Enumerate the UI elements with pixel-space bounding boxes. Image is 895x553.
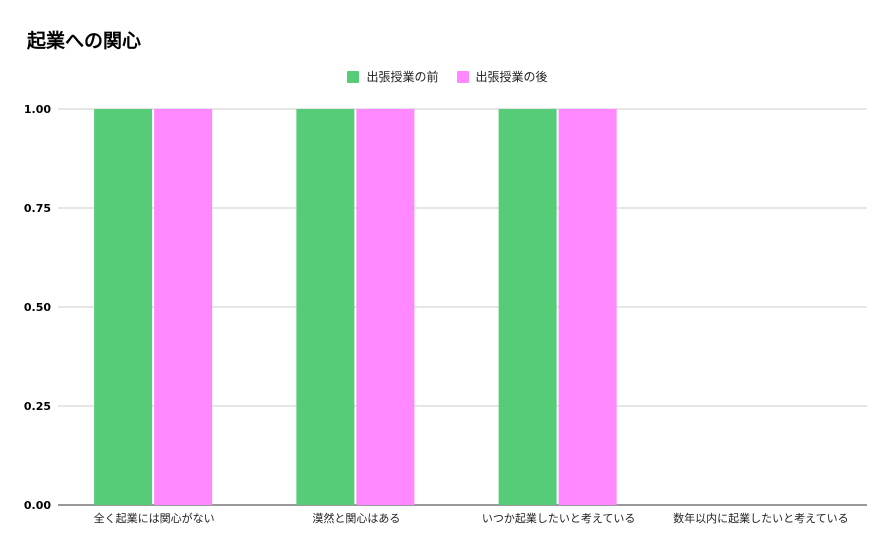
bar-before xyxy=(498,109,557,505)
y-tick-label: 0.00 xyxy=(24,499,51,512)
legend-swatch-after xyxy=(456,70,469,83)
legend-label-before: 出張授業の前 xyxy=(366,70,439,84)
bar-after xyxy=(558,109,617,505)
legend: 出張授業の前 出張授業の後 xyxy=(0,68,895,85)
legend-item-before: 出張授業の前 xyxy=(347,68,439,85)
legend-label-after: 出張授業の後 xyxy=(475,70,548,84)
bar-before xyxy=(94,109,153,505)
bar-after xyxy=(356,109,415,505)
y-tick-label: 0.25 xyxy=(24,400,51,413)
y-tick-label: 0.75 xyxy=(24,202,51,215)
bar-after xyxy=(154,109,213,505)
y-tick-label: 0.50 xyxy=(24,301,51,314)
x-tick-label: 漠然と関心はある xyxy=(312,511,400,525)
legend-item-after: 出張授業の後 xyxy=(456,68,548,85)
legend-swatch-before xyxy=(347,70,360,83)
bar-before xyxy=(296,109,355,505)
x-tick-label: 全く起業には関心がない xyxy=(94,511,215,525)
y-tick-label: 1.00 xyxy=(24,103,51,116)
x-tick-label: 数年以内に起業したいと考えている xyxy=(673,511,848,525)
x-tick-label: いつか起業したいと考えている xyxy=(482,512,635,525)
chart-title: 起業への関心 xyxy=(27,30,142,52)
